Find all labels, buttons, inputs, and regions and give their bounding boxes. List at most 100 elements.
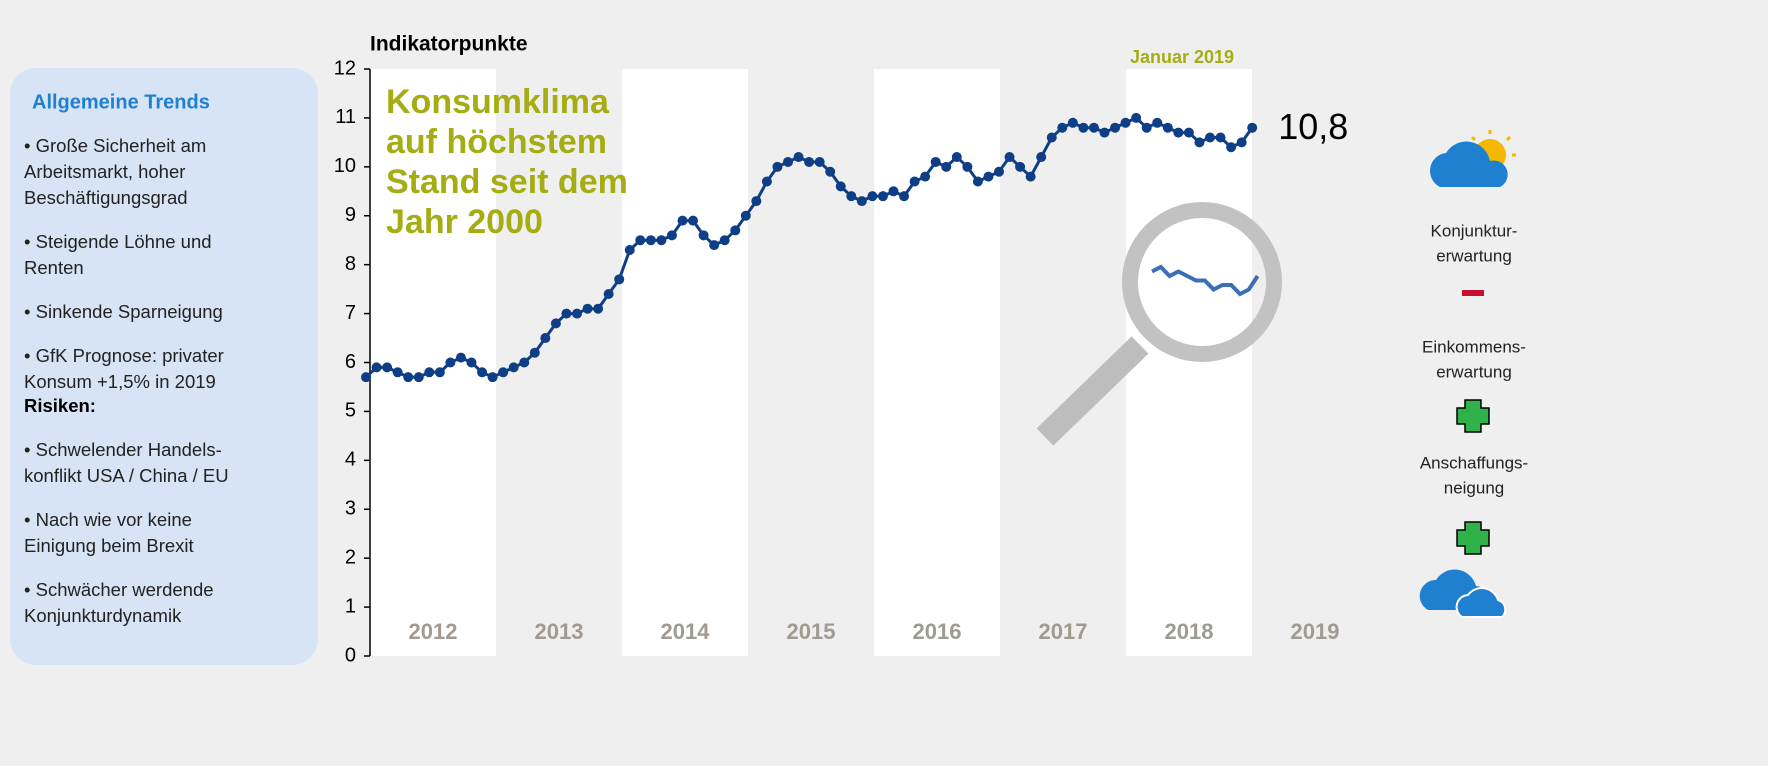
year-label: 2017 [1039, 619, 1088, 644]
data-point [867, 191, 878, 202]
data-point [951, 152, 962, 163]
data-point [614, 274, 625, 285]
trend-text: Beschäftigungsgrad [24, 187, 188, 208]
data-point [455, 352, 466, 363]
sun-cloud-icon [1430, 130, 1516, 187]
data-point [920, 171, 931, 182]
data-point [804, 156, 815, 167]
data-point [477, 367, 488, 378]
y-tick-label: 7 [345, 302, 356, 324]
data-point [772, 161, 783, 172]
year-label: 2012 [409, 619, 458, 644]
year-band [874, 69, 1000, 656]
data-point [814, 156, 825, 167]
y-axis-title: Indikatorpunkte [370, 33, 528, 56]
year-label: 2015 [787, 619, 836, 644]
data-point [1247, 122, 1258, 133]
y-tick-label: 3 [345, 498, 356, 520]
cloud-icon [1419, 569, 1507, 618]
risk-text: • Schwächer werdende [24, 579, 214, 600]
year-band [622, 69, 748, 656]
chart: 2012 2013 2014 2015 2016 2017 2018 201901234567… [334, 33, 1349, 667]
data-point [392, 367, 403, 378]
data-point [1215, 132, 1226, 143]
data-point [941, 161, 952, 172]
data-point [1183, 127, 1194, 138]
trend-text: • GfK Prognose: privater [24, 345, 224, 366]
year-label: 2013 [535, 619, 584, 644]
value-label: 10,8 [1278, 106, 1348, 147]
data-point [793, 152, 804, 163]
data-point [593, 303, 604, 314]
headline: auf höchstem [386, 123, 607, 161]
data-point [624, 244, 635, 255]
data-point [909, 176, 920, 187]
data-point [719, 235, 730, 246]
y-tick-label: 0 [345, 644, 356, 666]
data-point [508, 362, 519, 373]
data-point [730, 225, 741, 236]
data-point [698, 230, 709, 241]
trend-text: Arbeitsmarkt, hoher [24, 161, 185, 182]
data-point [962, 161, 973, 172]
data-point [424, 367, 435, 378]
plus-icon [1456, 399, 1490, 433]
headline: Jahr 2000 [386, 203, 543, 241]
data-point [371, 362, 382, 373]
data-point [930, 156, 941, 167]
data-point [1015, 161, 1026, 172]
year-label: 2014 [661, 619, 711, 644]
indicator-label: erwartung [1436, 362, 1512, 381]
y-tick-label: 4 [345, 449, 356, 471]
data-point [1078, 122, 1089, 133]
data-point [540, 333, 551, 344]
indicator-label: neigung [1444, 478, 1505, 497]
data-point [603, 289, 614, 300]
trend-text: • Steigende Löhne und [24, 231, 212, 252]
data-point [487, 372, 498, 383]
magnifier-handle [1036, 336, 1149, 446]
data-point [666, 230, 677, 241]
indicator-label: Anschaffungs- [1420, 453, 1528, 472]
data-point [519, 357, 530, 368]
data-point [635, 235, 646, 246]
year-label: 2019 [1291, 619, 1340, 644]
data-point [846, 191, 857, 202]
data-point [709, 240, 720, 251]
y-tick-label: 9 [345, 204, 356, 226]
data-point [783, 156, 793, 167]
sidebar-box [10, 68, 318, 665]
magnifier [1036, 202, 1282, 446]
data-point [1236, 137, 1247, 148]
data-point [1194, 137, 1205, 148]
data-point [529, 347, 540, 358]
data-point [434, 367, 445, 378]
data-point [835, 181, 846, 192]
data-point [1226, 142, 1237, 153]
data-point [550, 318, 561, 329]
y-tick-label: 5 [345, 400, 356, 422]
risk-text: Einigung beim Brexit [24, 535, 194, 556]
data-point [877, 191, 888, 202]
indicator-label: Einkommens- [1422, 337, 1526, 356]
risk-text: • Nach wie vor keine [24, 509, 192, 530]
data-point [994, 166, 1004, 177]
zoom-line [1151, 264, 1260, 297]
data-point [1088, 122, 1099, 133]
data-point [688, 215, 699, 226]
indicator-label: Konjunktur- [1431, 221, 1518, 240]
data-point [1173, 127, 1184, 138]
y-tick-label: 8 [345, 253, 356, 275]
data-point [1110, 122, 1121, 133]
data-point [498, 367, 509, 378]
data-point [445, 357, 456, 368]
headline: Konsumklima [386, 83, 610, 121]
data-point [1036, 152, 1047, 163]
y-tick-label: 12 [334, 57, 356, 79]
data-point [466, 357, 477, 368]
data-point [361, 372, 371, 383]
magnifier-ring [1122, 202, 1282, 362]
trend-text: Konsum +1,5% in 2019 [24, 371, 216, 392]
data-point [561, 308, 572, 319]
risk-text: • Schwelender Handels- [24, 439, 222, 460]
